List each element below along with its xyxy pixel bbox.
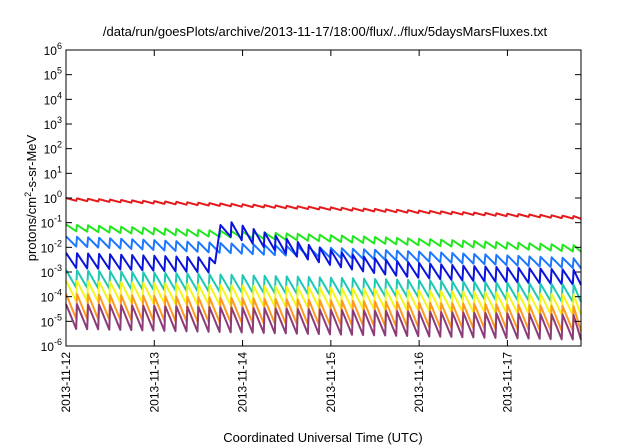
series-line-6 <box>65 279 582 316</box>
y-tick-label-base: 10 <box>41 217 55 231</box>
y-tick-label-base: 10 <box>41 340 55 354</box>
y-tick-label: 102 <box>44 140 62 157</box>
x-axis-label: Coordinated Universal Time (UTC) <box>223 430 422 445</box>
x-tick-label: 2013-11-14 <box>236 352 250 413</box>
y-tick-label: 100 <box>44 189 62 206</box>
y-tick-label: 103 <box>44 115 62 132</box>
y-tick-label-base: 10 <box>41 291 55 305</box>
y-tick-label-base: 10 <box>44 192 58 206</box>
x-axis: 2013-11-12 2013-11-13 2013-11-14 2013-11-15… <box>59 50 514 413</box>
series-layer <box>65 197 582 341</box>
y-tick-label-exp: 4 <box>57 90 62 100</box>
y-tick-label-base: 10 <box>41 315 55 329</box>
y-tick-label: 10-6 <box>41 337 62 354</box>
series-line-8 <box>65 303 582 341</box>
series-line-2 <box>65 223 582 253</box>
y-tick-label-exp: 6 <box>57 41 62 51</box>
x-tick-label: 2013-11-16 <box>412 352 426 413</box>
x-tick-label: 2013-11-12 <box>59 352 73 413</box>
y-tick-label-exp: -1 <box>54 214 62 224</box>
y-axis-label: protons/cm2-s-sr-MeV <box>23 134 39 261</box>
y-tick-label: 10-2 <box>41 238 62 255</box>
y-tick-label-base: 10 <box>41 266 55 280</box>
series-line-5 <box>65 269 582 303</box>
y-tick-label-exp: -3 <box>54 263 62 273</box>
y-tick-label-base: 10 <box>44 143 58 157</box>
y-tick-label-base: 10 <box>44 69 58 83</box>
y-tick-label-base: 10 <box>44 44 58 58</box>
x-tick-label: 2013-11-15 <box>324 352 338 413</box>
chart-title: /data/run/goesPlots/archive/2013-11-17/1… <box>103 24 548 39</box>
y-tick-label-exp: -2 <box>54 238 62 248</box>
y-tick-label-base: 10 <box>44 93 58 107</box>
y-axis-label-base: protons/cm <box>24 197 39 261</box>
y-tick-label-exp: 3 <box>57 115 62 125</box>
y-tick-label-exp: -6 <box>54 337 62 347</box>
y-tick-label-base: 10 <box>44 118 58 132</box>
y-tick-label-exp: 5 <box>57 66 62 76</box>
y-tick-label-base: 10 <box>44 167 58 181</box>
y-tick-label-exp: 0 <box>57 189 62 199</box>
y-tick-label: 101 <box>44 164 62 181</box>
y-axis-label-rest: -s-sr-MeV <box>24 134 39 191</box>
y-tick-label: 10-4 <box>41 288 62 305</box>
x-tick-label: 2013-11-17 <box>500 352 514 413</box>
y-tick-label-exp: 1 <box>57 164 62 174</box>
series-line-1 <box>65 197 582 220</box>
y-axis: 10-610-510-410-310-210-11001011021031041… <box>41 41 581 354</box>
y-tick-label-exp: -5 <box>54 312 62 322</box>
y-axis-label-sup: 2 <box>23 192 33 197</box>
y-tick-label-exp: 2 <box>57 140 62 150</box>
y-tick-label: 10-5 <box>41 312 62 329</box>
x-tick-label: 2013-11-13 <box>147 352 161 413</box>
y-tick-label: 105 <box>44 66 62 83</box>
y-tick-label-base: 10 <box>41 241 55 255</box>
series-line-4 <box>65 221 582 286</box>
y-tick-label-exp: -4 <box>54 288 62 298</box>
y-tick-label: 104 <box>44 90 62 107</box>
series-line-3 <box>65 235 582 269</box>
y-tick-label: 106 <box>44 41 62 58</box>
y-tick-label: 10-1 <box>41 214 62 231</box>
y-tick-label: 10-3 <box>41 263 62 280</box>
